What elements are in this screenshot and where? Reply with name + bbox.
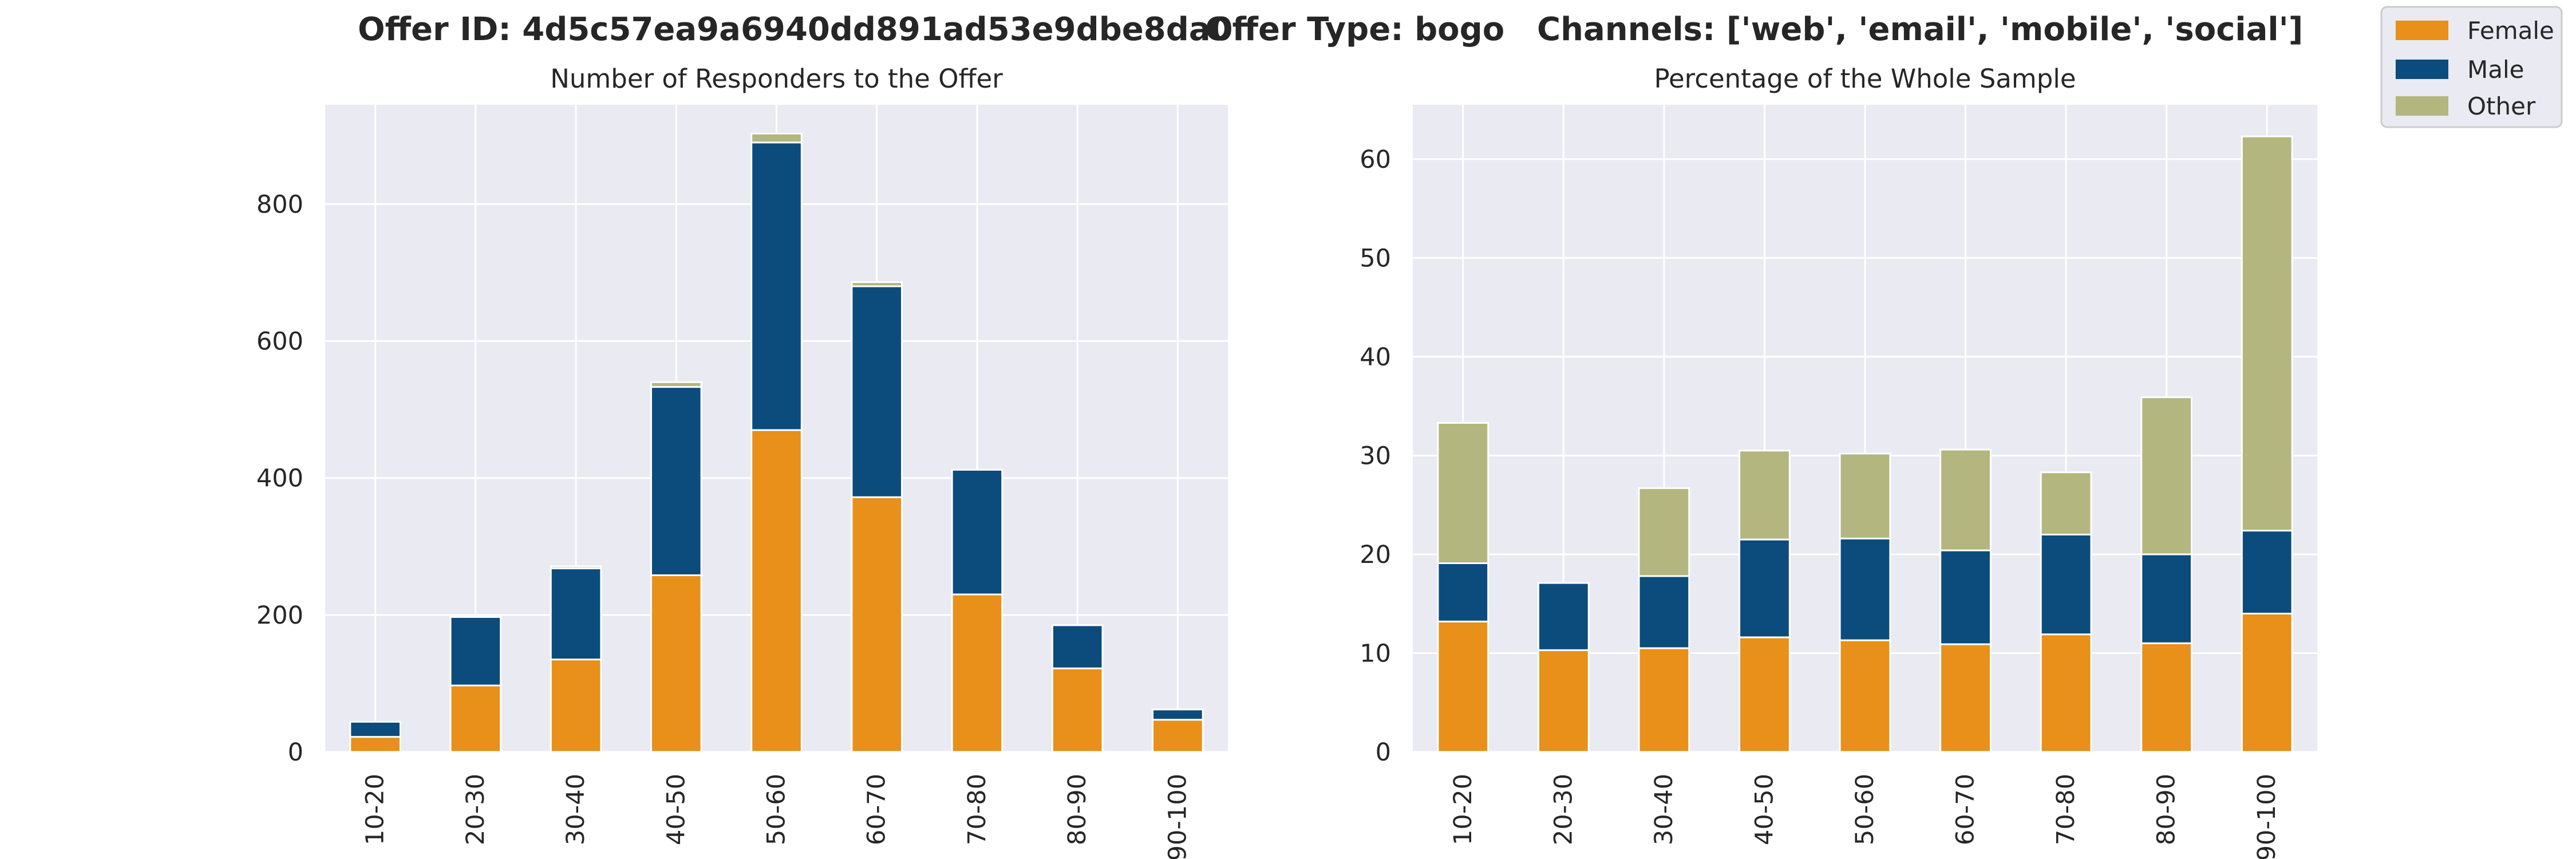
x-tick-labels: 10-20 20-30 30-40 40-50 50-60 60-70 70-80 80-90… — [361, 774, 1192, 859]
bar-male-60-70 — [851, 285, 903, 498]
bar-female-90-100 — [2241, 612, 2293, 753]
bar-male-90-100 — [1152, 708, 1204, 721]
bars — [1437, 135, 2293, 753]
bar-female-50-60 — [750, 429, 803, 753]
bar-female-70-80 — [2040, 633, 2092, 753]
bar-male-20-30 — [449, 616, 502, 687]
bar-female-70-80 — [951, 593, 1003, 753]
x-tick-label: 10-20 — [1449, 774, 1477, 845]
bar-female-60-70 — [1939, 643, 1992, 753]
suptitle-channels: Channels: ['web', 'email', 'mobile', 'so… — [1537, 11, 2303, 48]
y-tick-label: 600 — [256, 328, 303, 356]
bar-male-30-40 — [1638, 575, 1690, 649]
y-tick-label: 50 — [1360, 244, 1391, 273]
y-tick-label: 0 — [288, 738, 303, 767]
y-tick-label: 40 — [1360, 343, 1391, 372]
bar-other-40-50 — [650, 381, 702, 388]
x-tick-label: 10-20 — [361, 774, 390, 845]
bar-female-30-40 — [1638, 647, 1690, 753]
y-tick-label: 20 — [1360, 541, 1391, 569]
bar-other-30-40 — [550, 565, 602, 570]
x-tick-label: 60-70 — [863, 774, 891, 845]
bar-other-50-60 — [1839, 452, 1891, 539]
bar-other-40-50 — [1739, 450, 1791, 541]
legend-swatch-male — [2396, 60, 2448, 79]
x-tick-label: 70-80 — [963, 774, 991, 845]
bar-male-70-80 — [2040, 533, 2092, 636]
bar-female-80-90 — [2140, 642, 2193, 753]
suptitle-offer-type: Offer Type: bogo — [1205, 11, 1504, 48]
bar-male-40-50 — [1739, 538, 1791, 639]
bar-male-90-100 — [2241, 530, 2293, 614]
bar-female-20-30 — [449, 684, 502, 753]
y-tick-label: 60 — [1360, 145, 1391, 174]
bar-male-10-20 — [349, 720, 401, 738]
x-tick-label: 80-90 — [2152, 774, 2181, 845]
x-tick-label: 50-60 — [762, 774, 791, 845]
x-tick-label: 70-80 — [2052, 774, 2080, 845]
legend: Female Male Other — [2380, 6, 2563, 128]
y-tick-label: 0 — [1376, 738, 1391, 767]
responders-chart: 0 200 400 600 800 10-20 20-30 30-40 40-50 50-60 6… — [256, 64, 1228, 859]
legend-label-female: Female — [2467, 17, 2554, 45]
bar-other-30-40 — [1638, 487, 1690, 577]
bar-male-10-20 — [1437, 562, 1490, 622]
bar-male-80-90 — [2140, 553, 2193, 644]
bar-female-80-90 — [1051, 667, 1104, 753]
x-tick-label: 40-50 — [1750, 774, 1779, 845]
bar-male-60-70 — [1939, 549, 1992, 645]
bar-male-30-40 — [550, 568, 602, 661]
x-tick-label: 60-70 — [1951, 774, 1980, 845]
bar-male-40-50 — [650, 386, 702, 576]
x-tick-label: 30-40 — [1650, 774, 1678, 845]
bar-female-90-100 — [1152, 719, 1204, 753]
y-tick-label: 30 — [1360, 442, 1391, 470]
bar-male-70-80 — [951, 468, 1003, 596]
bar-female-50-60 — [1839, 639, 1891, 753]
bar-female-20-30 — [1537, 649, 1590, 753]
bar-other-80-90 — [2140, 396, 2193, 555]
bar-other-90-100 — [2241, 135, 2293, 532]
bar-male-20-30 — [1537, 582, 1590, 651]
bar-other-10-20 — [1437, 422, 1490, 564]
bar-female-10-20 — [1437, 620, 1490, 753]
x-tick-label: 50-60 — [1851, 774, 1879, 845]
bar-other-70-80 — [2040, 471, 2092, 535]
percentage-chart: 0 10 20 30 40 50 60 10-20 20-30 30-40 40-50 50-60 6… — [1360, 64, 2317, 859]
bar-other-60-70 — [851, 281, 903, 287]
bar-female-40-50 — [650, 574, 702, 753]
bar-male-50-60 — [1839, 537, 1891, 641]
y-tick-label: 200 — [256, 601, 303, 630]
bar-other-50-60 — [750, 132, 803, 144]
x-tick-label: 30-40 — [562, 774, 590, 845]
legend-swatch-other — [2396, 96, 2448, 116]
x-tick-label: 40-50 — [662, 774, 690, 845]
y-tick-label: 800 — [256, 190, 303, 219]
y-tick-label: 400 — [256, 464, 303, 493]
x-tick-label: 20-30 — [1549, 774, 1578, 845]
bar-female-60-70 — [851, 496, 903, 753]
bar-female-30-40 — [550, 659, 602, 753]
suptitle-offer-id: Offer ID: 4d5c57ea9a6940dd891ad53e9dbe8d… — [358, 11, 1233, 48]
x-tick-label: 90-100 — [1163, 774, 1192, 859]
bar-male-80-90 — [1051, 624, 1104, 669]
bar-female-40-50 — [1739, 636, 1791, 753]
bar-male-50-60 — [750, 141, 803, 431]
legend-label-male: Male — [2467, 56, 2524, 84]
bar-other-60-70 — [1939, 448, 1992, 551]
y-tick-labels: 0 10 20 30 40 50 60 — [1360, 145, 1391, 767]
chart-title: Percentage of the Whole Sample — [1654, 64, 2076, 94]
chart-title: Number of Responders to the Offer — [550, 64, 1003, 94]
y-tick-labels: 0 200 400 600 800 — [256, 190, 303, 767]
x-tick-label: 20-30 — [461, 774, 490, 845]
x-tick-labels: 10-20 20-30 30-40 40-50 50-60 60-70 70-80 80-90… — [1449, 774, 2281, 859]
y-tick-label: 10 — [1360, 639, 1391, 668]
legend-swatch-female — [2396, 21, 2448, 40]
x-tick-label: 90-100 — [2253, 774, 2281, 859]
legend-label-other: Other — [2467, 92, 2536, 120]
x-tick-label: 80-90 — [1063, 774, 1092, 845]
bars — [349, 132, 1204, 753]
bar-female-10-20 — [349, 736, 401, 753]
